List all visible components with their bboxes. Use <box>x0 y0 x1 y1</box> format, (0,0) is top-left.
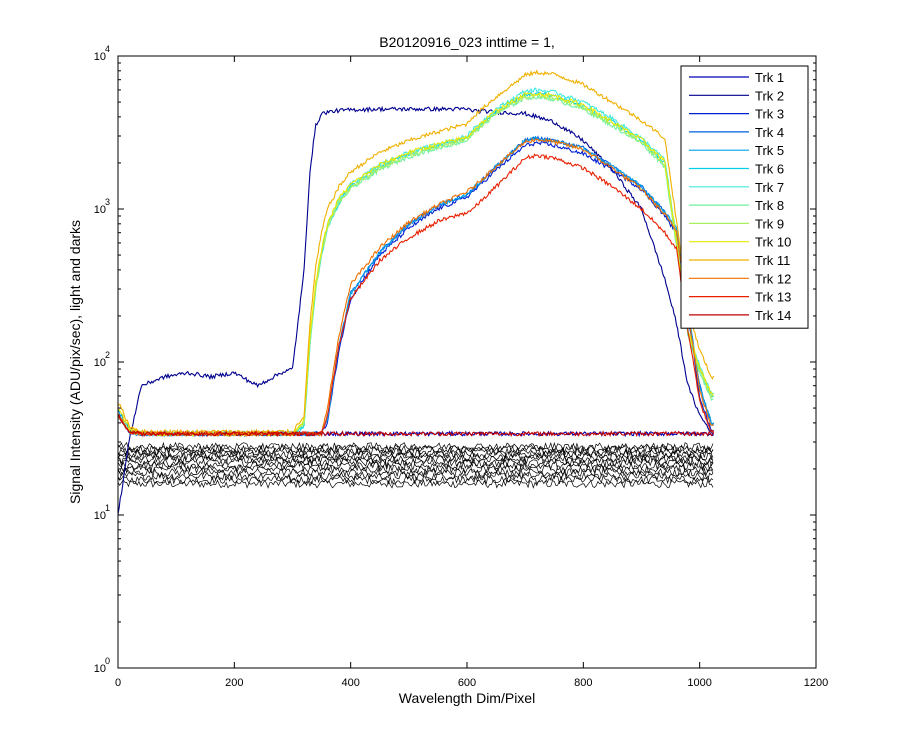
legend: Trk 1 Trk 2 Trk 3 Trk 4 Trk 5 Trk 6 Trk 7 Trk 8… <box>680 65 809 329</box>
y-tick-label: 10 <box>94 663 106 675</box>
y-tick-label: 10 <box>94 510 106 522</box>
dark-trace-3 <box>117 471 714 482</box>
x-tick-label: 800 <box>574 677 592 689</box>
x-tick-label: 600 <box>458 677 476 689</box>
x-axis-label: Wavelength Dim/Pixel <box>399 690 535 706</box>
series-line-trk-14 <box>117 413 715 438</box>
legend-label: Trk 14 <box>755 308 791 323</box>
chart-title: B20120916_023 inttime = 1, <box>379 34 555 50</box>
dark-trace-6 <box>117 460 714 471</box>
y-tick-exponent: 4 <box>105 44 110 54</box>
legend-label: Trk 8 <box>755 198 784 213</box>
dark-trace-1 <box>117 478 714 489</box>
legend-label: Trk 4 <box>755 125 784 140</box>
legend-label: Trk 3 <box>755 107 784 122</box>
series-layer <box>117 69 715 515</box>
y-tick-exponent: 3 <box>105 197 110 207</box>
y-tick-label: 10 <box>94 204 106 216</box>
x-tick-label: 200 <box>225 677 243 689</box>
y-axis-label: Signal Intensity (ADU/pix/sec), light an… <box>67 220 83 504</box>
y-tick-exponent: 1 <box>105 503 110 513</box>
x-tick-label: 0 <box>115 677 121 689</box>
legend-label: Trk 7 <box>755 180 784 195</box>
series-line-trk-2 <box>117 105 715 515</box>
y-tick-exponent: 0 <box>105 656 110 666</box>
legend-label: Trk 6 <box>755 162 784 177</box>
y-tick-exponent: 2 <box>105 350 110 360</box>
legend-label: Trk 10 <box>755 235 791 250</box>
legend-label: Trk 9 <box>755 216 784 231</box>
series-line-trk-11 <box>117 69 715 436</box>
legend-label: Trk 5 <box>755 143 784 158</box>
series-line-trk-10 <box>117 91 714 438</box>
x-axis-ticks: 0 200 400 600 800 1000 1200 <box>115 56 828 689</box>
dark-trace-11 <box>117 446 714 457</box>
dark-trace-9 <box>117 451 714 463</box>
legend-label: Trk 1 <box>755 70 784 85</box>
x-tick-label: 1000 <box>687 677 711 689</box>
legend-label: Trk 2 <box>755 88 784 103</box>
legend-label: Trk 12 <box>755 271 791 286</box>
x-tick-label: 400 <box>341 677 359 689</box>
legend-label: Trk 13 <box>755 290 791 305</box>
dark-trace-10 <box>117 449 714 460</box>
x-tick-label: 1200 <box>804 677 828 689</box>
dark-trace-8 <box>117 454 714 465</box>
dark-trace-5 <box>117 463 714 475</box>
dark-trace-4 <box>117 467 714 478</box>
legend-box <box>680 65 809 329</box>
legend-label: Trk 11 <box>755 253 790 268</box>
y-tick-label: 10 <box>94 357 106 369</box>
dark-trace-7 <box>117 457 714 468</box>
y-tick-label: 10 <box>94 51 106 63</box>
dark-trace-13 <box>117 441 714 452</box>
